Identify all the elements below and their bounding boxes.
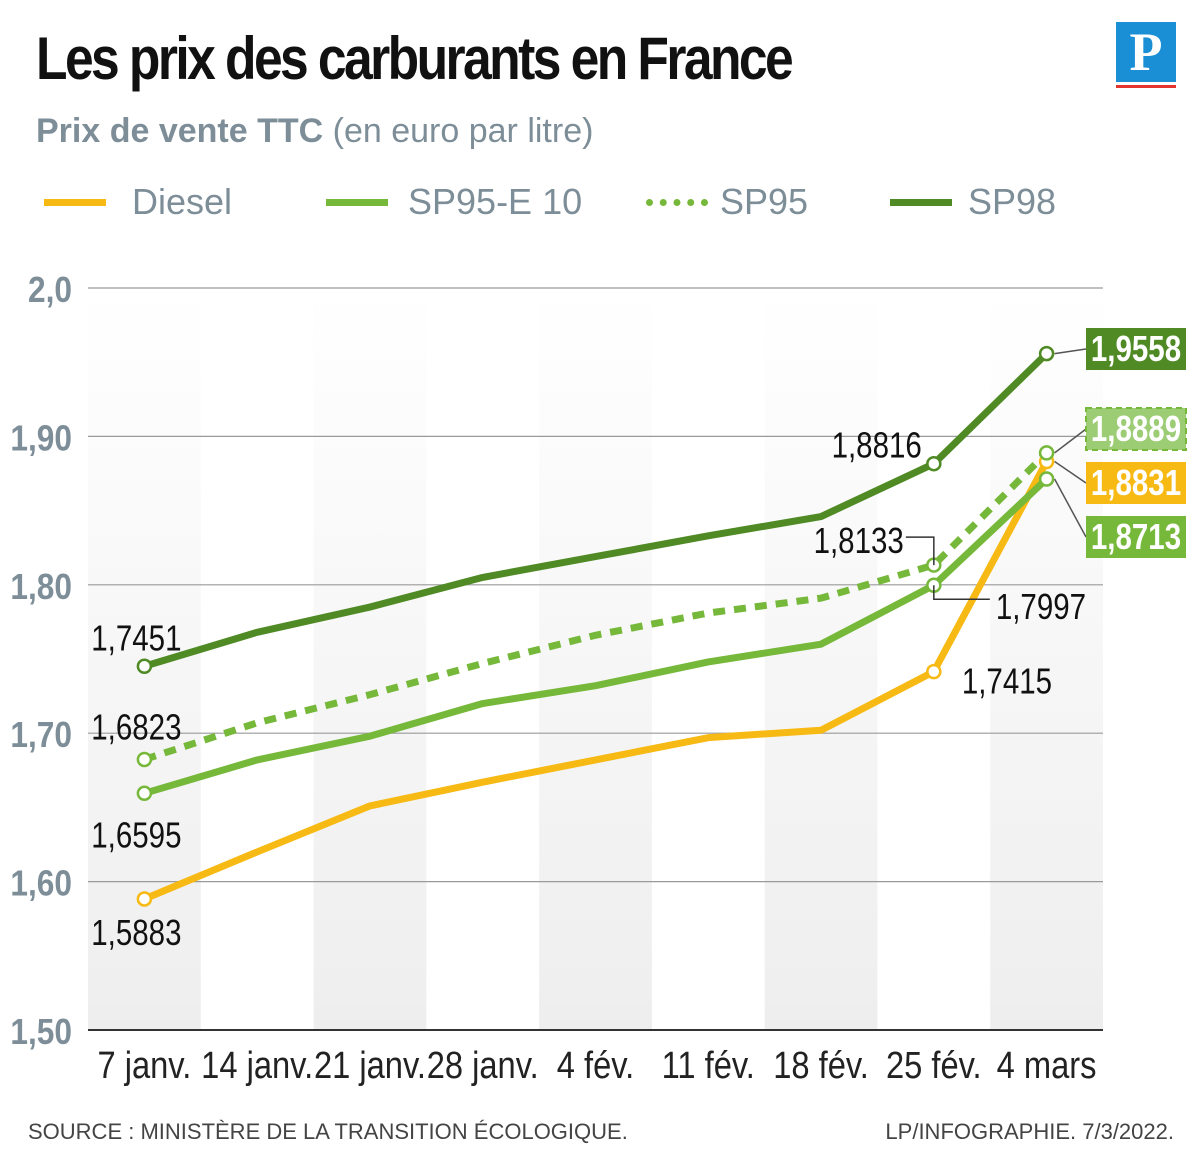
x-tick-label-4: 4 fév. [557, 1044, 634, 1087]
value-box-diesel-8 [1086, 462, 1186, 504]
marker-sp98-8 [1038, 345, 1055, 362]
subtitle-light: (en euro par litre) [332, 112, 594, 150]
legend-item-diesel: Diesel [44, 180, 232, 224]
data-label-sp95-0: 1,6823 [91, 707, 181, 747]
legend-swatch-sp95e10 [326, 198, 388, 206]
leader-sp95-8 [1054, 428, 1087, 454]
page-title: Les prix des carburants en France [36, 25, 794, 92]
y-tick-label-0: 2,0 [28, 270, 72, 310]
x-tick-label-8: 4 mars [997, 1044, 1097, 1087]
x-tick-label-0: 7 janv. [97, 1044, 191, 1087]
data-label-sp95-7: 1,8133 [814, 520, 904, 560]
y-tick-label-2: 1,80 [10, 567, 72, 607]
value-box-sp98-8 [1086, 328, 1186, 370]
data-label-sp98-7: 1,8816 [832, 425, 922, 465]
series-line-diesel [140, 457, 1051, 903]
x-tick-label-3: 28 janv. [427, 1044, 539, 1087]
marker-sp95e10-0 [136, 785, 153, 802]
leader-diesel-8 [1054, 460, 1087, 484]
legend-swatch-sp98 [890, 198, 952, 206]
x-tick-label-5: 11 fév. [662, 1044, 755, 1087]
value-box-sp95e10-8 [1086, 516, 1186, 558]
data-label-sp98-8: 1,9558 [1091, 328, 1181, 368]
legend-label-sp95e10: SP95-E 10 [408, 181, 583, 222]
legend-swatch-sp95 [646, 198, 708, 206]
marker-sp98-0 [136, 658, 153, 675]
marker-sp95e10-8 [1038, 471, 1055, 487]
logo-letter: P [1129, 22, 1163, 82]
data-label-sp98-0: 1,7451 [91, 617, 181, 657]
legend-label-sp98: SP98 [968, 181, 1057, 222]
data-label-sp95e10-0: 1,6595 [91, 814, 181, 854]
marker-sp95-0 [136, 751, 153, 768]
chart-subtitle: Prix de vente TTC (en euro par litre) [36, 112, 593, 151]
value-box-sp95-8 [1085, 407, 1187, 451]
y-tick-label-4: 1,60 [10, 864, 72, 904]
leader-sp98-8 [1054, 348, 1087, 355]
data-label-sp95e10-8: 1,8713 [1091, 516, 1181, 556]
leader-sp95-7 [905, 536, 935, 566]
data-label-diesel-8: 1,8831 [1091, 462, 1181, 502]
marker-sp95-8 [1038, 445, 1055, 461]
legend-item-sp98: SP98 [890, 180, 1056, 224]
x-tick-label-7: 25 fév. [886, 1044, 982, 1087]
x-tick-label-2: 21 janv. [314, 1044, 426, 1087]
series-line-sp98 [140, 350, 1051, 670]
data-label-diesel-0: 1,5883 [91, 912, 181, 952]
x-tick-label-1: 14 janv. [201, 1044, 313, 1087]
x-tick-label-6: 18 fév. [773, 1044, 869, 1087]
subtitle-bold: Prix de vente TTC [36, 112, 324, 150]
legend-swatch-diesel [44, 198, 106, 206]
marker-diesel-7 [926, 663, 942, 680]
data-label-sp95e10-7: 1,7997 [996, 586, 1086, 626]
footer-credit: LP/INFOGRAPHIE. 7/3/2022. [885, 1119, 1174, 1144]
logo-box [1116, 22, 1176, 82]
le-parisien-logo: P [1116, 22, 1176, 88]
logo-rule [1116, 85, 1176, 88]
chart-band-4 [539, 288, 652, 1030]
legend-label-diesel: Diesel [132, 181, 233, 222]
legend-label-sp95: SP95 [720, 181, 809, 222]
chart-band-6 [764, 288, 878, 1030]
legend-item-sp95e10: SP95-E 10 [326, 180, 582, 224]
y-tick-label-3: 1,70 [10, 715, 72, 755]
y-tick-label-1: 1,90 [10, 419, 72, 459]
data-label-sp95-8: 1,8889 [1091, 408, 1181, 448]
footer-source: SOURCE : MINISTÈRE DE LA TRANSITION ÉCOL… [28, 1119, 628, 1144]
chart-band-8 [990, 288, 1103, 1030]
marker-diesel-0 [136, 891, 153, 907]
marker-sp98-7 [926, 455, 942, 472]
leader-sp95e10-7 [933, 585, 990, 600]
legend-item-sp95: SP95 [646, 180, 808, 224]
series-line-sp95 [143, 450, 1050, 763]
data-label-diesel-7: 1,7415 [962, 661, 1052, 701]
series-line-sp95e10 [140, 475, 1051, 797]
leader-sp95e10-8 [1053, 478, 1087, 538]
y-tick-label-5: 1,50 [10, 1012, 72, 1052]
chart-band-2 [313, 288, 427, 1030]
